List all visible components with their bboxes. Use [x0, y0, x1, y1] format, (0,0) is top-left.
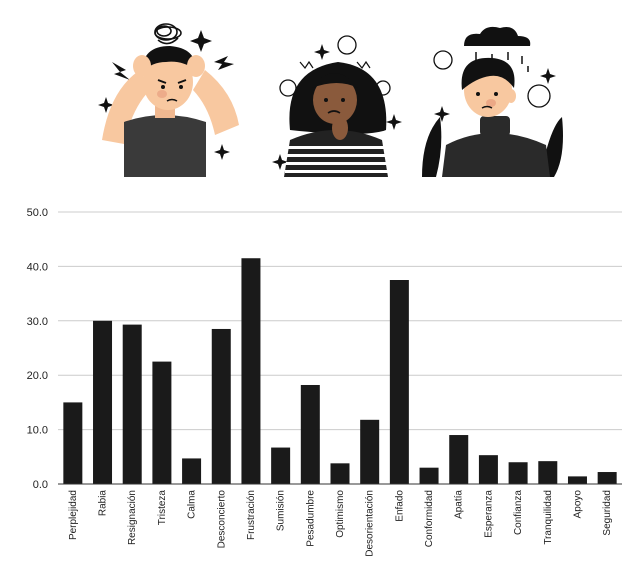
x-category-label: Seguridad [602, 490, 613, 536]
bar-perplejidad [63, 402, 83, 484]
bar-esperanza [478, 455, 498, 484]
sparkle-icon [386, 114, 402, 130]
worried-woman-illustration [272, 35, 402, 177]
x-category-label: Perplejidad [68, 490, 79, 540]
striped-sweater [284, 130, 389, 177]
sparkle-icon [314, 44, 330, 60]
x-category-label: Apoyo [572, 490, 583, 519]
x-category-label: Esperanza [483, 490, 494, 538]
x-category-label: Desconcierto [216, 490, 227, 549]
y-tick-label: 50.0 [27, 207, 48, 219]
bar-conformidad [419, 467, 439, 484]
x-category-label: Calma [187, 490, 198, 519]
x-category-label: Enfado [394, 490, 405, 522]
bar-frustración [241, 258, 261, 484]
lightning-icon [112, 62, 130, 80]
lightning-icon [214, 56, 234, 70]
x-category-label: Optimismo [335, 490, 346, 538]
sad-person-rain-cloud-illustration [422, 26, 563, 177]
bar-seguridad [597, 472, 617, 484]
y-tick-label: 20.0 [27, 370, 48, 382]
x-category-label: Tristeza [157, 490, 168, 526]
rain-cloud-icon [464, 26, 531, 46]
bar-apoyo [567, 476, 587, 484]
x-category-label: Desorientación [365, 490, 376, 557]
bar-tristeza [152, 361, 172, 484]
bar-pesadumbre [300, 384, 320, 484]
scribble-icon [154, 23, 182, 45]
circle-decoration-icon [433, 50, 453, 70]
bar-resignación [122, 324, 142, 484]
emotions-bar-chart: 0.0 10.0 20.0 30.0 40.0 50.0 Perplejidad Rabia… [27, 207, 622, 557]
x-category-label: Conformidad [424, 490, 435, 547]
bar-confianza [508, 462, 528, 484]
sparkle-icon [98, 97, 114, 113]
y-tick-label: 30.0 [27, 316, 48, 328]
bars [63, 258, 617, 484]
x-category-label: Frustración [246, 490, 257, 540]
x-category-label: Sumisión [276, 490, 287, 531]
bar-rabia [93, 320, 113, 484]
x-category-label: Resignación [127, 490, 138, 545]
x-category-label: Apatía [454, 490, 465, 519]
sparkle-icon [214, 144, 230, 160]
x-category-label: Rabia [98, 490, 109, 517]
y-tick-label: 40.0 [27, 261, 48, 273]
bar-apatía [449, 435, 469, 484]
bar-desconcierto [211, 328, 231, 484]
sparkle-icon [434, 106, 450, 122]
bar-enfado [389, 280, 409, 484]
x-axis-category-labels: Perplejidad Rabia Resignación Tristeza Calma… [68, 490, 613, 557]
bar-desorientación [360, 419, 380, 484]
illustrations-banner [98, 23, 563, 177]
bar-sumisión [271, 447, 291, 484]
y-tick-label: 10.0 [27, 425, 48, 437]
y-axis-ticks: 0.0 10.0 20.0 30.0 40.0 50.0 [27, 207, 48, 491]
bar-optimismo [330, 463, 350, 484]
x-category-label: Confianza [513, 490, 524, 535]
circle-decoration-icon [337, 35, 357, 55]
y-tick-label: 0.0 [33, 479, 48, 491]
sparkle-icon [540, 68, 556, 84]
sparkle-icon [190, 30, 212, 52]
frustrated-man-illustration [98, 23, 239, 177]
x-category-label: Pesadumbre [305, 490, 316, 547]
x-category-label: Tranquilidad [543, 490, 554, 545]
bar-calma [182, 458, 202, 484]
circle-decoration-icon [527, 84, 551, 108]
grid-lines [58, 211, 622, 485]
bar-tranquilidad [538, 461, 558, 484]
sparkle-icon [272, 154, 288, 170]
